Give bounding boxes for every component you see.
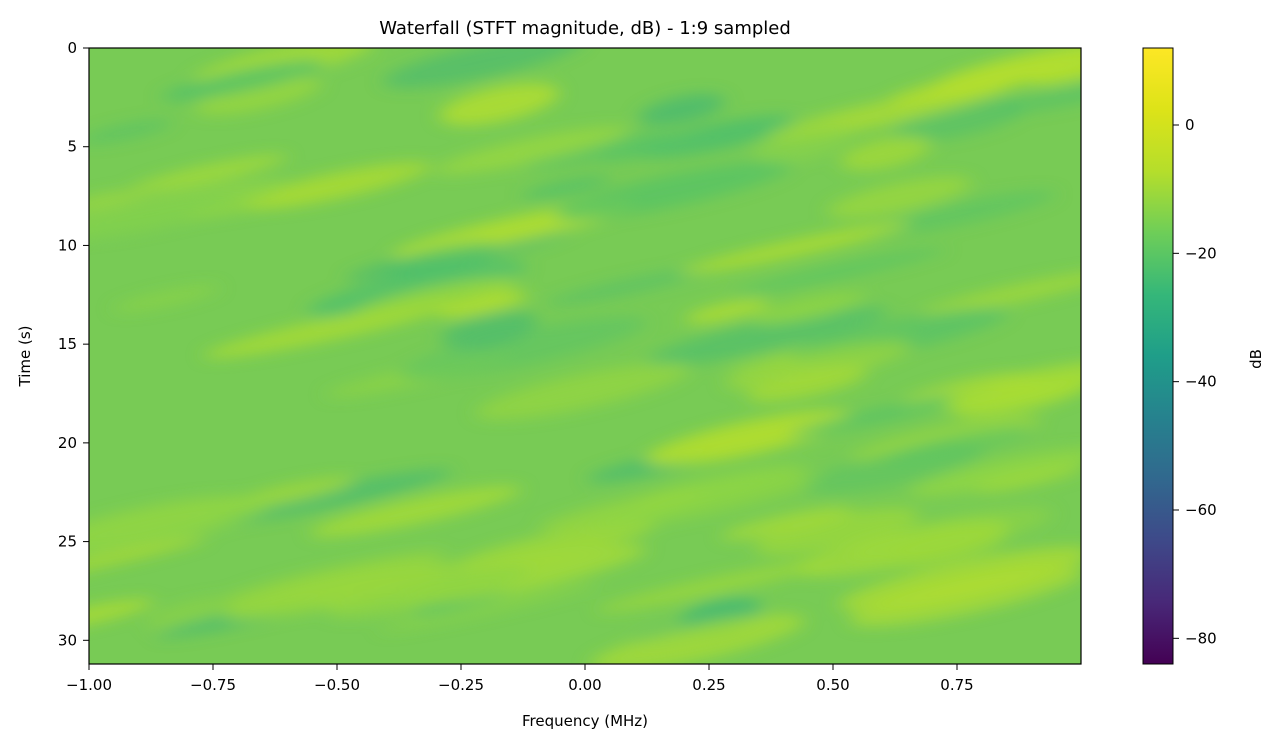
heatmap-streak — [434, 126, 630, 175]
heatmap-streak — [89, 495, 276, 554]
heatmap-streak — [439, 83, 560, 126]
heatmap-streak — [590, 473, 826, 530]
chart-title: Waterfall (STFT magnitude, dB) - 1:9 sam… — [379, 18, 791, 39]
x-axis-ticks: −1.00 −0.75 −0.50 −0.25 0.00 0.25 0.50 0.75 — [66, 664, 974, 694]
heatmap-streak — [721, 506, 853, 540]
x-tick-label: −1.00 — [66, 676, 112, 694]
heatmap-streak — [827, 176, 972, 218]
heatmap-streak — [555, 161, 792, 221]
heatmap-streak — [113, 285, 219, 312]
heatmap-streak — [999, 75, 1081, 114]
heatmap-streak — [803, 443, 985, 495]
heatmap-streak — [89, 537, 207, 589]
heatmap-streak — [383, 242, 498, 279]
x-axis-label: Frequency (MHz) — [522, 712, 648, 730]
heatmap-streak — [546, 267, 713, 306]
colorbar-ticks: 0 −20 −40 −60 −80 — [1173, 116, 1217, 647]
heatmap-streak — [974, 465, 1081, 493]
y-tick-label: 0 — [67, 39, 77, 57]
heatmap-streak — [400, 316, 648, 380]
heatmap-streak — [449, 520, 657, 571]
y-axis-label: Time (s) — [16, 326, 34, 388]
y-axis-ticks: 0 5 10 15 20 25 30 — [58, 39, 89, 649]
heatmap-streak — [378, 583, 598, 632]
heatmap-streak — [596, 558, 837, 613]
heatmap-streak — [789, 388, 1000, 436]
x-tick-label: −0.25 — [438, 676, 484, 694]
heatmap-streak — [131, 154, 288, 192]
colorbar-tick-label: −40 — [1185, 373, 1217, 391]
heatmap-blobs — [89, 48, 1081, 664]
y-tick-label: 15 — [58, 335, 77, 353]
colorbar-tick-label: −80 — [1185, 629, 1217, 647]
heatmap-streak — [224, 562, 457, 620]
x-tick-label: 0.25 — [692, 676, 725, 694]
heatmap-streak — [597, 133, 714, 162]
heatmap-area — [89, 48, 1081, 664]
heatmap-streak — [684, 299, 769, 324]
heatmap-streak — [734, 248, 946, 295]
colorbar-tick-label: −20 — [1185, 244, 1217, 262]
heatmap-streak — [351, 277, 518, 320]
heatmap-streak — [89, 189, 146, 213]
x-tick-label: 0.00 — [568, 676, 601, 694]
heatmap-streak — [307, 260, 527, 318]
heatmap-streak — [524, 131, 675, 169]
heatmap-streak — [89, 119, 172, 144]
heatmap-streak — [225, 550, 447, 602]
x-tick-label: −0.75 — [190, 676, 236, 694]
heatmap-streak — [382, 48, 584, 89]
heatmap-streak — [522, 176, 611, 200]
heatmap-streak — [724, 340, 912, 390]
heatmap-streak — [751, 293, 866, 324]
heatmap-streak — [680, 222, 911, 274]
heatmap-streak — [647, 306, 888, 367]
heatmap-streak — [908, 448, 1081, 497]
heatmap-streak — [893, 97, 1026, 142]
heatmap-streak — [244, 161, 432, 210]
heatmap-streak — [218, 469, 453, 524]
heatmap-streak — [746, 367, 867, 403]
colorbar-tick-label: −60 — [1185, 501, 1217, 519]
heatmap-streak — [952, 378, 1081, 418]
heatmap-streak — [919, 269, 1081, 316]
heatmap-streak — [754, 507, 920, 556]
heatmap-streak — [645, 410, 853, 466]
colorbar-tick-label: 0 — [1185, 116, 1195, 134]
heatmap-streak — [475, 362, 690, 420]
heatmap-streak — [161, 60, 324, 101]
heatmap-streak — [638, 93, 725, 126]
heatmap-streak — [1027, 57, 1081, 86]
heatmap-streak — [590, 614, 805, 664]
heatmap-streak — [441, 311, 538, 349]
y-tick-label: 30 — [58, 631, 77, 649]
heatmap-streak — [838, 546, 1081, 611]
y-tick-label: 20 — [58, 434, 77, 452]
x-tick-label: 0.75 — [940, 676, 973, 694]
heatmap-streak — [840, 136, 931, 171]
heatmap-streak — [890, 531, 1005, 567]
heatmap-streak — [147, 596, 250, 632]
y-tick-label: 10 — [58, 236, 77, 254]
x-tick-label: −0.50 — [314, 676, 360, 694]
heatmap-streak — [438, 291, 528, 318]
heatmap-streak — [752, 123, 854, 164]
heatmap-streak — [194, 77, 322, 116]
y-tick-label: 25 — [58, 533, 77, 551]
heatmap-streak — [327, 565, 531, 618]
y-tick-label: 5 — [67, 138, 77, 156]
heatmap-streak — [89, 178, 288, 240]
heatmap-streak — [310, 485, 522, 537]
x-tick-label: 0.50 — [816, 676, 849, 694]
colorbar — [1142, 47, 1174, 665]
colorbar-label: dB — [1247, 349, 1265, 369]
